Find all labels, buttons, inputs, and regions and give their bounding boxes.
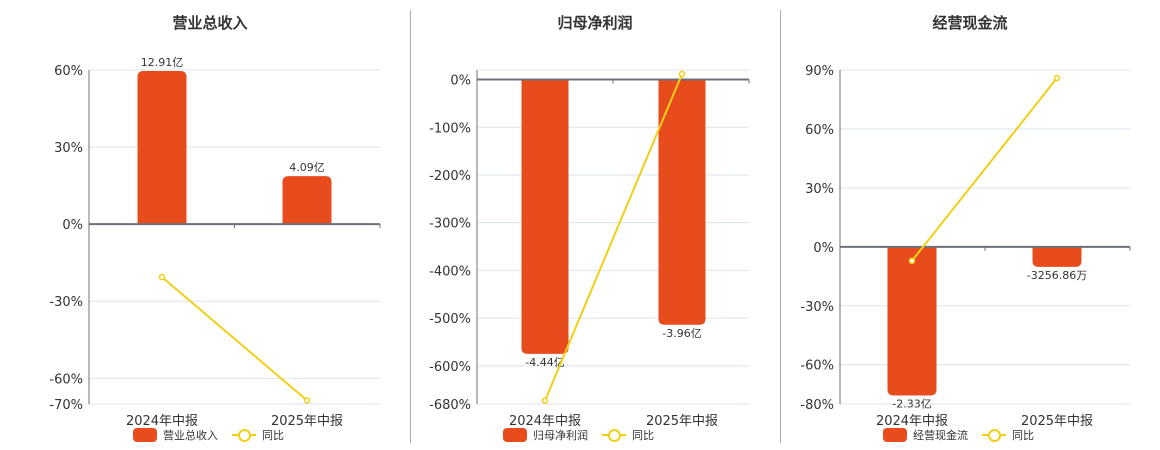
legend-bar-label[interactable]: 经营现金流 [913,429,968,442]
yoy-point [158,273,166,281]
chart-legend: 归母净利润 同比 [503,427,662,443]
x-category-label: 2025年中报 [271,414,343,429]
yoy-line [161,276,308,402]
legend-line-swatch-icon[interactable] [232,428,256,442]
legend-bar-label[interactable]: 营业总收入 [163,429,218,442]
bar-data-label: -4.44亿 [525,356,564,369]
bar-data-label: -3256.86万 [1027,269,1087,282]
panel-separator [780,10,781,443]
chart-legend: 营业总收入 同比 [133,427,292,443]
yoy-line [544,73,683,402]
bar [137,71,187,225]
y-tick-label: -300% [429,217,471,232]
yoy-point [541,397,549,404]
legend-bar-label[interactable]: 归母净利润 [533,429,588,442]
y-tick-label: 0% [62,218,83,233]
y-tick-label: -60% [49,372,83,387]
legend-line-label[interactable]: 同比 [632,429,654,442]
bar [1032,246,1082,267]
chart-title: 经营现金流 [932,14,1008,32]
y-tick-label: -30% [49,295,83,310]
y-tick-label: -680% [429,398,471,413]
y-tick-label: 60% [54,64,83,79]
legend-line-label[interactable]: 同比 [262,429,284,442]
chart-plot: 60% 30% 0% -30% -60% -70% 12.91亿 4.09亿 2024年中报 20… [49,56,381,429]
x-category-label: 2024年中报 [509,414,581,429]
y-tick-label: -70% [49,398,83,413]
x-category-label: 2025年中报 [646,414,718,429]
yoy-line [911,77,1058,262]
x-category-label: 2024年中报 [126,414,198,429]
bar [658,79,706,325]
y-tick-label: -200% [429,169,471,184]
chart-plot: 0% -100% -200% -300% -400% -500% -600% -680% -4.… [429,69,750,429]
legend-line-swatch-icon[interactable] [982,428,1006,442]
y-tick-label: -500% [429,312,471,327]
legend-line-label[interactable]: 同比 [1012,429,1034,442]
bar [887,246,937,396]
panel-separator [410,10,411,443]
legend-bar-swatch-icon[interactable] [503,428,527,442]
y-tick-label: 30% [54,141,83,156]
legend-bar-swatch-icon[interactable] [133,428,157,442]
y-tick-label: 0% [450,74,471,89]
x-category-label: 2024年中报 [876,414,948,429]
y-tick-label: -600% [429,360,471,375]
chart-panel-revenue: 营业总收入 60% 30% 0% -30% -60% -70% 12.91亿 4.09亿 202… [0,0,410,450]
chart-legend: 经营现金流 同比 [883,427,1042,443]
bar-data-label: 12.91亿 [141,56,184,69]
yoy-point [303,397,311,404]
y-tick-label: -100% [429,121,471,136]
y-tick-label: -80% [800,398,834,413]
y-tick-label: 90% [805,64,834,79]
y-tick-label: -60% [800,359,834,374]
bar-data-label: 4.09亿 [289,161,325,174]
chart-title: 营业总收入 [172,14,248,32]
bar [521,79,569,354]
y-tick-label: -400% [429,264,471,279]
legend-bar-swatch-icon[interactable] [883,428,907,442]
yoy-point [1053,74,1061,82]
y-tick-label: 30% [805,182,834,197]
yoy-point [908,257,916,265]
chart-panel-net-profit: 归母净利润 0% -100% -200% -300% -400% -500% -600% -6… [429,14,750,443]
yoy-point [678,70,686,78]
y-tick-label: -30% [800,300,834,315]
chart-title: 归母净利润 [557,14,633,32]
y-tick-label: 60% [805,123,834,138]
legend-line-swatch-icon[interactable] [602,428,626,442]
bar [282,176,332,225]
bar-data-label: -2.33亿 [892,398,931,411]
bar-data-label: -3.96亿 [662,327,701,340]
y-tick-label: 0% [813,241,834,256]
x-category-label: 2025年中报 [1021,414,1093,429]
